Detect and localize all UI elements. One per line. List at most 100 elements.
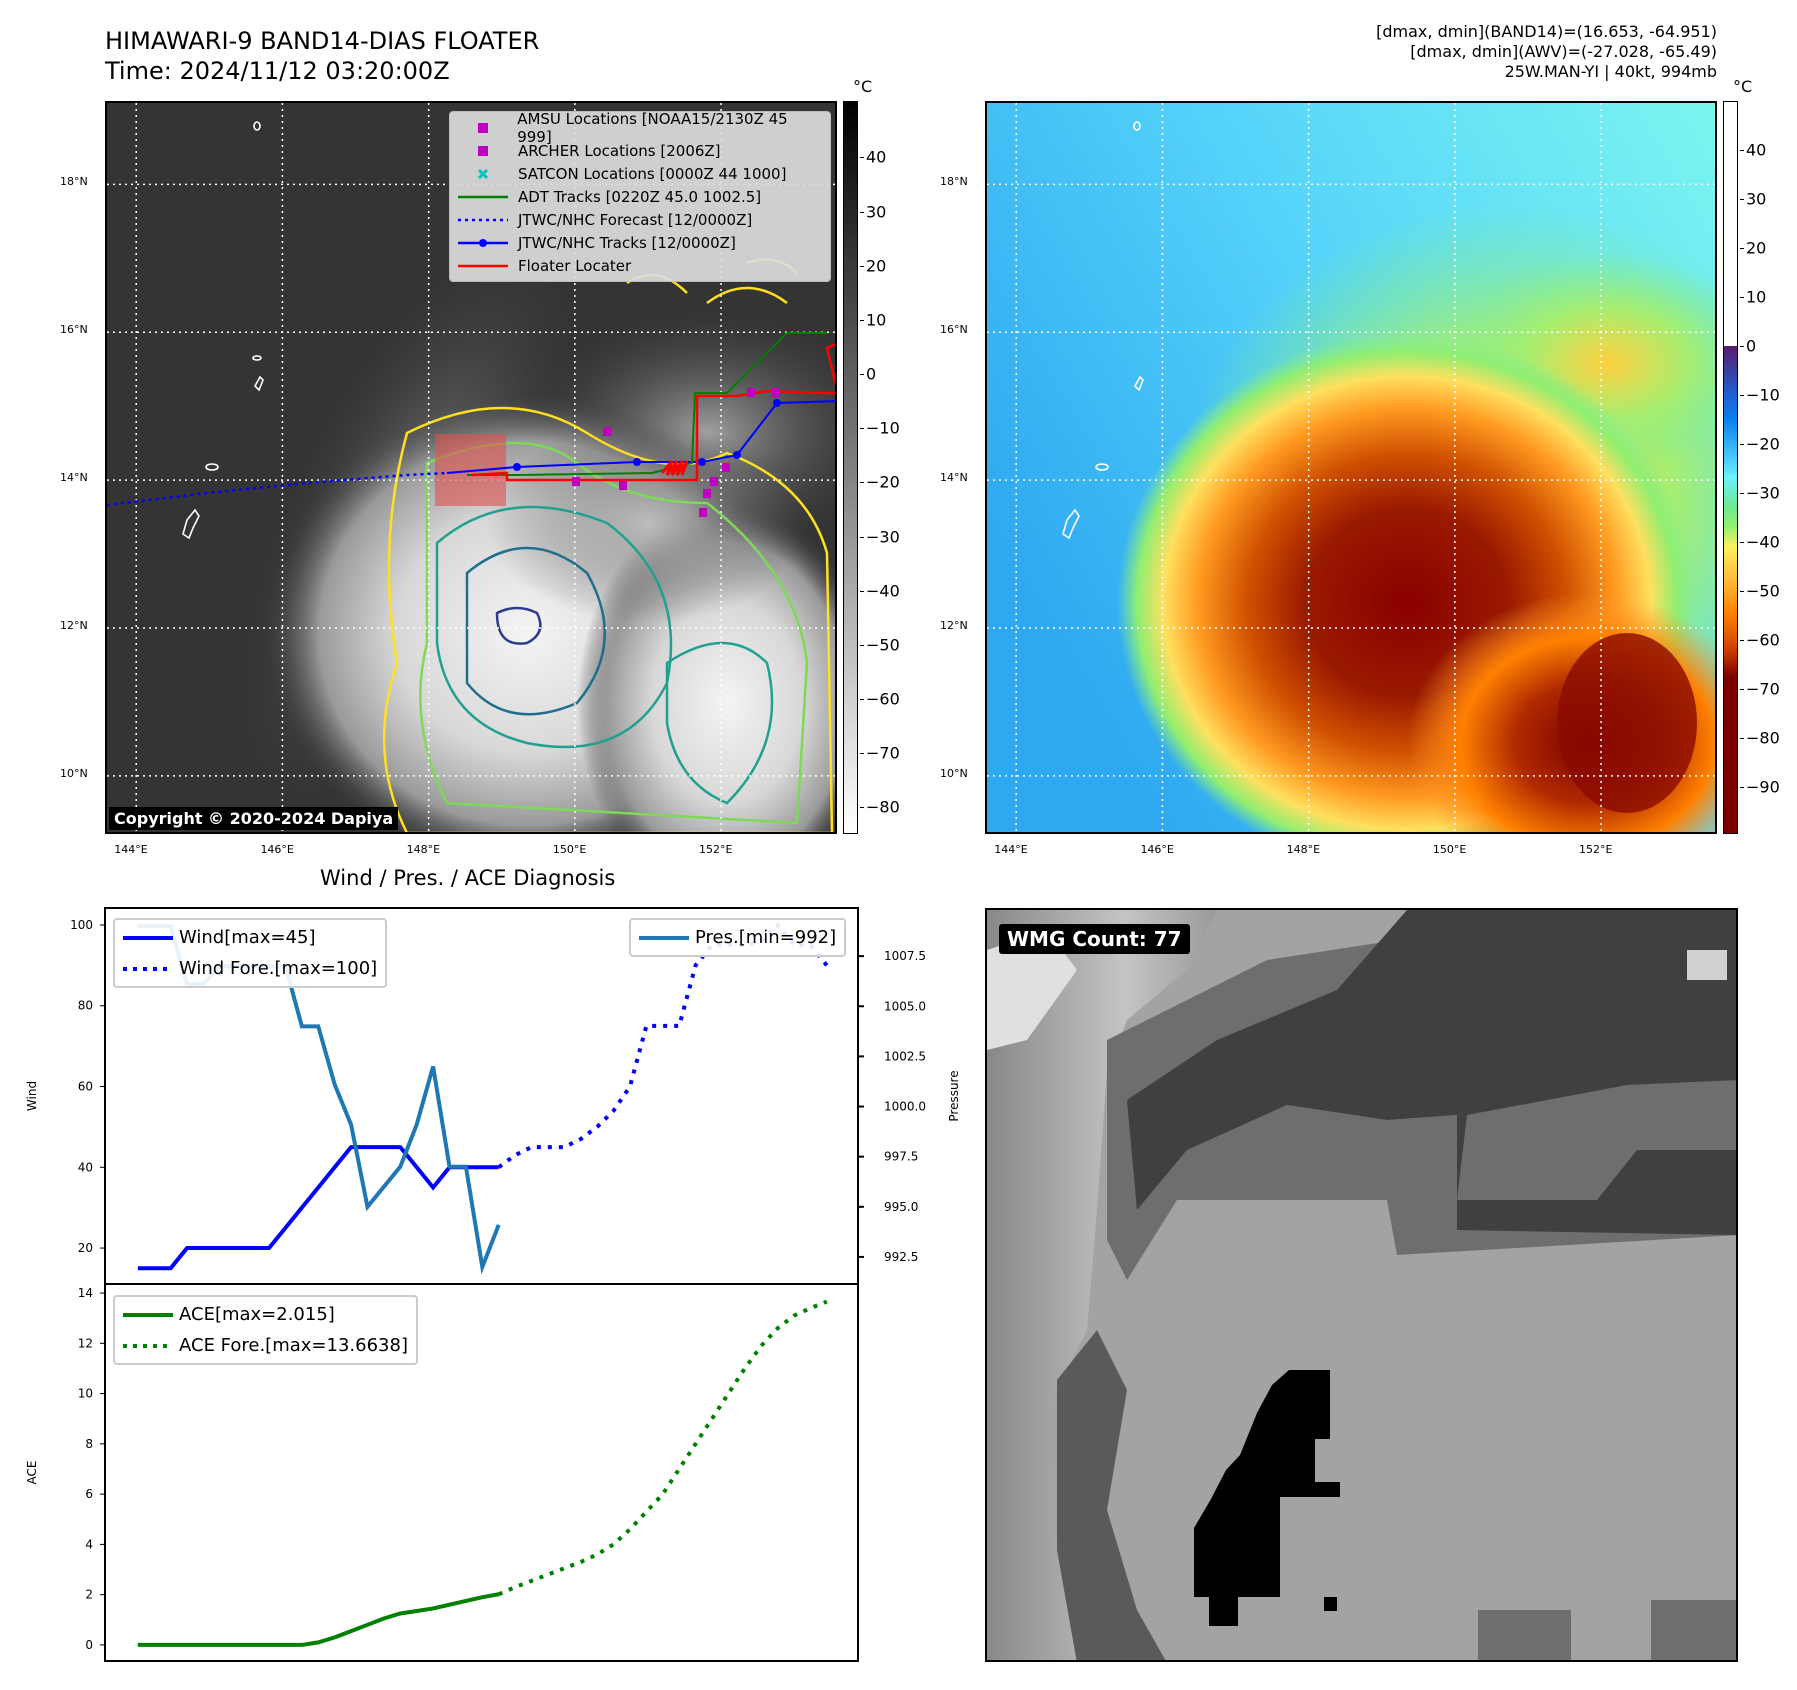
left-colorbar-tick: 30 [866,202,887,222]
series-line-ace [137,1592,500,1647]
right-colorbar-tick: −30 [1746,483,1780,503]
left-colorbar-tick: 20 [866,256,887,276]
colorbar-tick-mark [1740,688,1744,690]
right-colorbar-tick: 30 [1746,189,1767,209]
colorbar-tick-mark [1740,297,1744,299]
enhanced-ir-map-image [987,103,1715,832]
left-colorbar-tick: 0 [866,364,877,384]
y-tick-label: 20 [78,1241,93,1255]
left-colorbar-tick: −30 [866,527,900,547]
legend-label: Floater Locater [518,256,632,275]
right-colorbar-tick: 10 [1746,287,1767,307]
y-axis-label: Wind [25,1081,39,1111]
diagnosis-chart: 20406080100Wind992.5995.0997.51000.01002… [25,907,961,1662]
left-colorbar-tick: −50 [866,635,900,655]
lon-tick-label: 152°E [699,843,733,856]
y-tick-label: 4 [85,1537,93,1551]
y-tick-label: 6 [85,1487,93,1501]
right-colorbar-tick: 40 [1746,140,1767,160]
y-tick-label: 0 [85,1638,93,1652]
colorbar-tick-mark [860,265,864,267]
wmg-count-label: WMG Count: 77 [999,924,1190,954]
ir-colorbar-unit: °C [853,77,873,96]
right-colorbar-tick: 20 [1746,238,1767,258]
lon-tick-label: 150°E [552,843,587,856]
amsu-archer-markers [572,388,780,517]
wind-legend-line-icon [123,935,173,940]
colorbar-tick-mark [1740,590,1744,592]
series-line-ace-fore- [497,1299,828,1597]
dotted-marker-icon [458,218,508,221]
left-colorbar-tick: −70 [866,743,900,763]
y-tick-label: 12 [78,1336,93,1350]
colorbar-tick-mark [860,644,864,646]
map-gridlines [987,103,1715,832]
lat-tick-label: 16°N [940,323,968,337]
colorbar-tick-mark [860,590,864,592]
figure-title: HIMAWARI-9 BAND14-DIAS FLOATER Time: 202… [105,26,539,86]
legend-item: AMSU Locations [NOAA15/2130Z 45 999] [458,110,822,146]
colorbar-tick-mark [860,699,864,701]
left-colorbar-tick: −10 [866,418,900,438]
lon-tick-label: 144°E [114,843,148,856]
colorbar-tick-mark [1740,737,1744,739]
legend-label: JTWC/NHC Forecast [12/0000Z] [518,210,753,229]
chart-title: Wind / Pres. / ACE Diagnosis [320,866,616,890]
pressure-legend-line-icon [639,935,689,940]
right-colorbar-tick: −40 [1746,532,1780,552]
enhanced-ir-colorbar [1723,101,1738,834]
enhanced-ir-map-panel [985,101,1717,834]
legend-item: JTWC/NHC Forecast [12/0000Z] [458,208,822,231]
legend-label: ARCHER Locations [2006Z] [518,141,721,160]
island-outlines [1062,121,1144,540]
info-awv: [dmax, dmin](AWV)=(-27.028, -65.49) [1410,42,1717,61]
colorbar-tick-mark [1740,541,1744,543]
colorbar-tick-mark [1740,786,1744,788]
lat-tick-label: 16°N [60,323,88,337]
legend-label: ADT Tracks [0220Z 45.0 1002.5] [518,187,762,206]
legend-item: JTWC/NHC Tracks [12/0000Z] [458,231,822,254]
left-colorbar-tick: −40 [866,581,900,601]
left-colorbar-tick: −60 [866,689,900,709]
legend-item: ARCHER Locations [2006Z] [458,139,822,162]
y-tick-label: 100 [70,918,93,932]
legend-label: SATCON Locations [0000Z 44 1000] [518,164,787,183]
ace-fore-legend-dotted-icon [123,1343,173,1348]
time-text: Time: 2024/11/12 03:20:00Z [105,57,450,85]
x-marker-icon [477,168,489,179]
series-line-wind [137,1145,499,1271]
ace-fore-legend-label: ACE Fore.[max=13.6638] [179,1335,408,1356]
lon-tick-label: 148°E [1286,843,1321,856]
lat-tick-label: 10°N [940,766,968,780]
line-dot-marker-icon [458,238,508,247]
colorbar-tick-mark [860,319,864,321]
y-tick-label: 60 [78,1080,93,1094]
lat-tick-label: 10°N [60,766,88,780]
copyright-label: Copyright © 2020-2024 Dapiya [109,807,399,830]
colorbar-tick-mark [860,753,864,755]
y-tick-label: 10 [78,1387,93,1401]
y2-axis-label: Pressure [947,1070,961,1121]
right-colorbar-tick: −10 [1746,385,1780,405]
enhanced-ir-colorbar-unit: °C [1733,77,1753,96]
wmg-black-region [1194,1370,1340,1626]
wind-legend: Wind[max=45] Wind Fore.[max=100] [113,918,388,988]
lat-tick-label: 14°N [940,471,968,485]
right-colorbar-tick: 0 [1746,336,1757,356]
colorbar-tick-mark [1740,199,1744,201]
left-colorbar-tick: 40 [866,147,887,167]
y2-tick-label: 1007.5 [884,949,926,963]
right-colorbar-tick: −60 [1746,630,1780,650]
lon-tick-label: 152°E [1579,843,1613,856]
ace-legend-label: ACE[max=2.015] [179,1304,335,1325]
colorbar-tick-mark [1740,639,1744,641]
colorbar-tick-mark [1740,248,1744,250]
legend-item: ADT Tracks [0220Z 45.0 1002.5] [458,185,822,208]
series-line-wind-fore- [497,921,829,1169]
y-tick-label: 14 [78,1286,93,1300]
colorbar-tick-mark [860,428,864,430]
ace-legend: ACE[max=2.015] ACE Fore.[max=13.6638] [113,1295,418,1365]
lat-tick-label: 14°N [60,471,88,485]
right-colorbar-tick: −50 [1746,581,1780,601]
jtwc-track-points [513,399,781,471]
